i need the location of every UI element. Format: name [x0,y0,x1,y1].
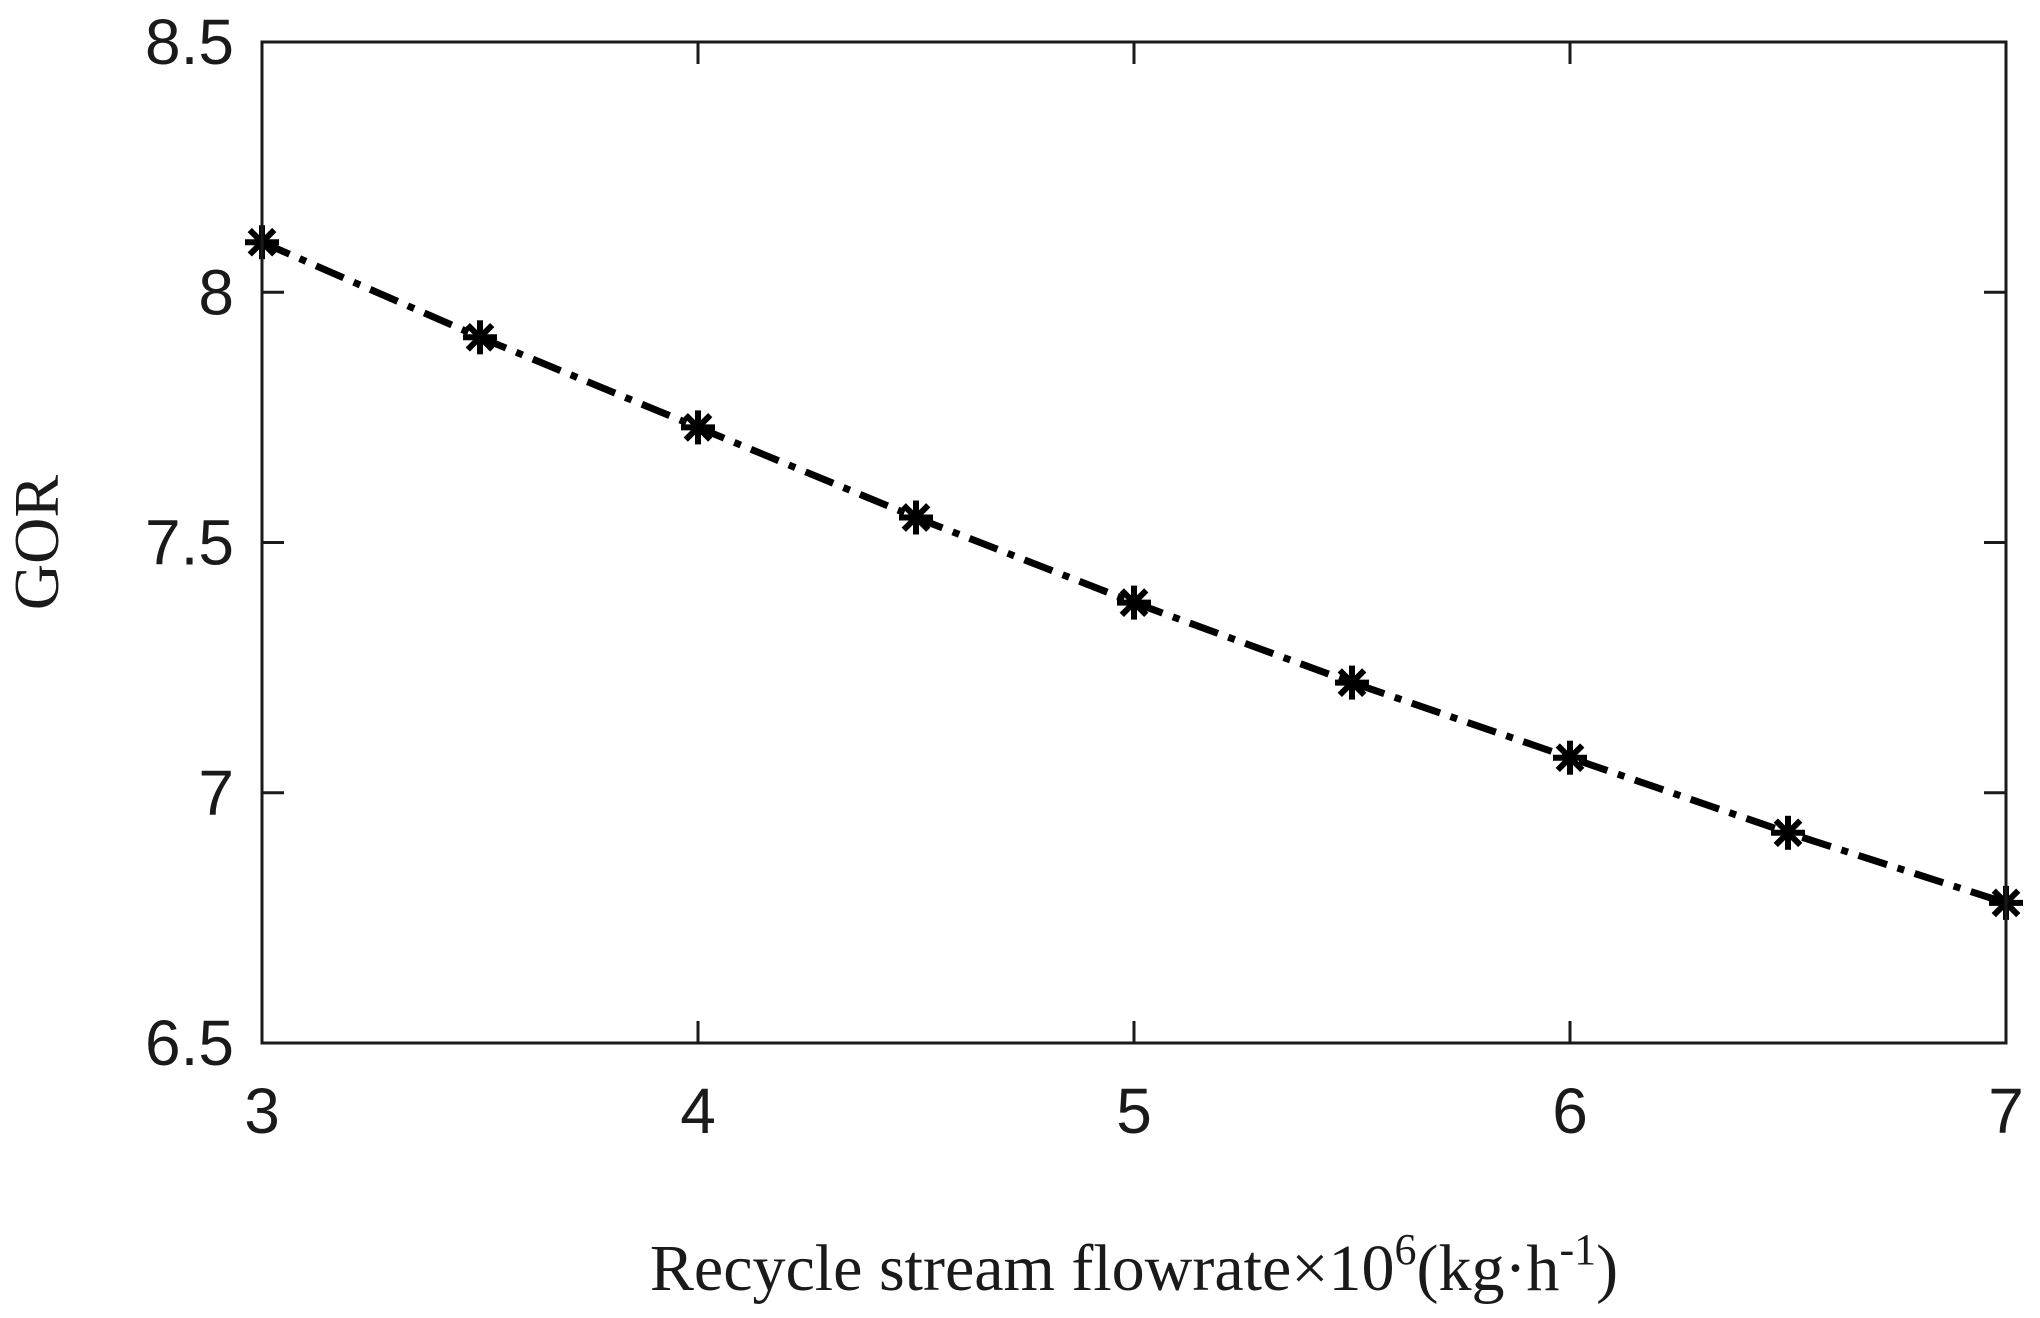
y-tick-label: 8 [198,256,234,328]
marker-layer [245,225,2023,920]
x-axis-title-unit-open: (kg·h [1416,1232,1559,1305]
data-point-marker [1553,740,1587,775]
data-point-marker [1335,665,1369,700]
y-tick-label: 6.5 [145,1007,234,1079]
data-point-marker [681,410,715,445]
data-point-marker [899,500,933,535]
x-axis-title-unit-exponent: -1 [1559,1225,1596,1274]
x-axis-title-unit-close: ) [1596,1232,1618,1305]
x-tick-label: 7 [1988,1075,2024,1147]
series-line [260,238,2008,907]
x-axis-title: Recycle stream flowrate×106(kg·h-1) [650,1225,1618,1305]
y-tick-label: 7 [198,757,234,829]
x-tick-label: 6 [1552,1075,1588,1147]
data-point-marker [1771,815,1805,850]
plot-area-frame [260,40,2008,1045]
tick-layer: 3 4 5 6 7 6.5 7 7.5 8 8.5 [145,6,2024,1147]
y-tick-label: 8.5 [145,6,234,78]
x-axis-title-prefix: Recycle stream flowrate×10 [650,1232,1395,1305]
y-axis-title: GOR [1,475,72,610]
x-axis-title-exponent: 6 [1394,1225,1416,1274]
data-point-marker [463,320,497,355]
x-tick-label: 5 [1116,1075,1152,1147]
y-tick-label: 7.5 [145,507,234,579]
x-tick-label: 3 [244,1075,280,1147]
data-point-marker [1117,585,1151,620]
series-layer [260,238,2008,907]
x-tick-label: 4 [680,1075,716,1147]
